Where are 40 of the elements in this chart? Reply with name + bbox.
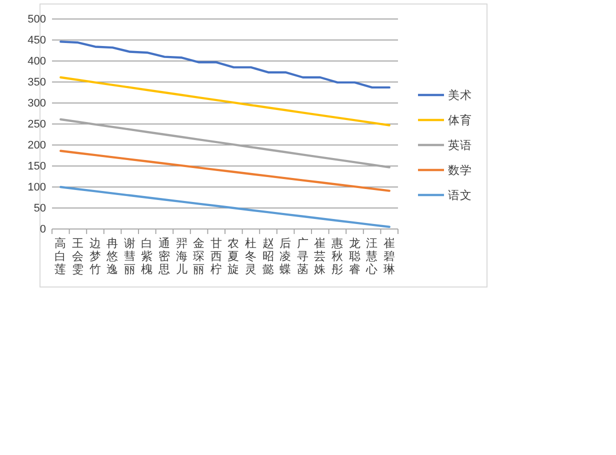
x-tick-label: 王会雯 <box>72 236 84 276</box>
line-series <box>60 186 390 228</box>
y-tick-label: 200 <box>28 140 46 152</box>
x-tick-label: 崔芸姝 <box>314 236 326 276</box>
legend-label: 英语 <box>448 138 472 152</box>
x-tick-label: 高白莲 <box>54 236 67 276</box>
x-tick-label: 边梦竹 <box>89 236 102 276</box>
y-tick-label: 150 <box>28 160 46 173</box>
y-tick-label: 100 <box>28 182 46 194</box>
line-series <box>60 150 390 192</box>
x-tick-label: 谢彗丽 <box>124 236 136 276</box>
x-tick-label: 农夏旋 <box>228 236 240 276</box>
x-tick-label: 惠秋彤 <box>330 236 344 276</box>
y-tick-label: 350 <box>28 76 46 89</box>
y-tick-label: 0 <box>40 224 46 236</box>
x-tick-label: 甘西柠 <box>210 236 222 276</box>
x-tick-label: 龙聪睿 <box>348 236 361 276</box>
x-tick-label: 赵昭懿 <box>262 236 274 276</box>
x-tick-label: 冉悠逸 <box>106 236 119 276</box>
line-series <box>60 40 390 89</box>
y-tick-label: 450 <box>28 34 46 47</box>
legend-label: 语文 <box>448 188 472 202</box>
y-tick-label: 500 <box>28 14 46 26</box>
x-tick-label: 金琛丽 <box>193 236 206 276</box>
line-series <box>60 76 390 126</box>
x-tick-label: 通密思 <box>157 236 170 276</box>
legend-label: 数学 <box>448 163 472 177</box>
x-tick-label: 广寻菡 <box>296 236 309 276</box>
y-tick-label: 50 <box>34 202 46 215</box>
y-tick-label: 250 <box>28 118 46 131</box>
x-tick-label: 后凌蝶 <box>280 236 292 276</box>
y-tick-label: 400 <box>28 56 46 68</box>
x-tick-label: 杜冬灵 <box>244 236 257 276</box>
x-tick-label: 汪慧心 <box>365 236 378 276</box>
legend-label: 体育 <box>448 113 472 127</box>
y-tick-label: 300 <box>28 98 46 110</box>
x-tick-label: 羿海儿 <box>176 236 188 276</box>
legend-label: 美术 <box>448 88 472 102</box>
x-tick-label: 崔碧琳 <box>383 236 396 276</box>
x-tick-label: 白紫槐 <box>141 236 154 276</box>
